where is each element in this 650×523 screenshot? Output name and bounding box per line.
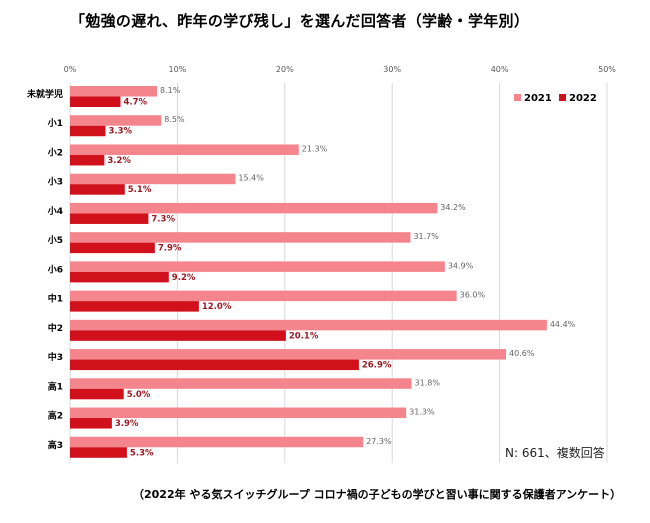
bar-2021 <box>70 173 236 185</box>
bar-2021 <box>70 115 162 126</box>
bar-2022 <box>70 154 105 166</box>
data-label-2022: 4.7% <box>123 98 147 108</box>
category-label: 高1 <box>48 380 63 392</box>
data-label-2021: 21.3% <box>302 144 328 153</box>
bar-2021 <box>70 144 299 155</box>
data-label-2021: 34.2% <box>440 203 466 212</box>
data-label-2022: 26.9% <box>362 361 392 371</box>
source-caption: （2022年 やる気スイッチグループ コロナ禍の子どもの学びと習い事に関する保護… <box>133 488 622 501</box>
bar-2021 <box>70 407 407 419</box>
bar-2022 <box>70 125 106 137</box>
data-label-2021: 8.1% <box>160 86 181 95</box>
bar-2022 <box>70 359 359 371</box>
category-label: 中3 <box>48 351 63 363</box>
x-tick-label: 20% <box>276 65 294 74</box>
data-label-2022: 3.3% <box>108 127 132 137</box>
bar-2021 <box>70 319 547 331</box>
data-label-2021: 44.4% <box>550 320 576 329</box>
x-tick-label: 30% <box>383 65 401 74</box>
bar-2022 <box>70 418 112 429</box>
bar-2022 <box>70 271 169 283</box>
category-label: 中2 <box>48 322 63 334</box>
x-tick-label: 40% <box>491 65 509 74</box>
data-label-2022: 12.0% <box>202 302 232 312</box>
x-tick-label: 50% <box>598 65 616 74</box>
category-label: 小5 <box>47 234 63 246</box>
data-label-2022: 7.9% <box>158 244 182 254</box>
bar-2022 <box>70 301 199 312</box>
data-label-2021: 31.8% <box>415 378 441 387</box>
category-label: 小6 <box>47 263 63 275</box>
bar-2021 <box>70 202 438 214</box>
bar-2022 <box>70 96 121 107</box>
x-tick-label: 10% <box>169 65 187 74</box>
data-label-2022: 5.3% <box>130 448 154 458</box>
bar-2022 <box>70 330 286 341</box>
data-label-2022: 3.2% <box>107 156 131 166</box>
data-label-2021: 31.7% <box>413 232 439 241</box>
bar-2021 <box>70 290 457 302</box>
category-label: 中1 <box>48 293 63 305</box>
data-label-2021: 31.3% <box>409 408 435 417</box>
data-label-2022: 9.2% <box>172 273 196 283</box>
bar-2021 <box>70 232 411 243</box>
sample-note: N: 661、複数回答 <box>505 446 605 460</box>
category-label: 小3 <box>47 176 63 188</box>
bar-2022 <box>70 447 127 458</box>
bar-2022 <box>70 242 155 254</box>
legend-swatch-2022 <box>559 94 566 101</box>
legend-label-2022: 2022 <box>569 93 597 104</box>
category-label: 小4 <box>47 205 63 217</box>
category-label: 小2 <box>47 146 63 158</box>
category-label: 未就学児 <box>26 88 63 100</box>
bar-2022 <box>70 184 125 195</box>
bar-2022 <box>70 388 124 400</box>
bar-2021 <box>70 436 364 448</box>
data-label-2022: 5.0% <box>127 390 151 400</box>
bar-2021 <box>70 349 507 360</box>
data-label-2022: 3.9% <box>115 419 139 429</box>
bar-2021 <box>70 378 412 389</box>
data-label-2022: 5.1% <box>128 185 152 195</box>
x-tick-label: 0% <box>64 65 77 74</box>
chart-title: 「勉強の遅れ、昨年の学び残し」を選んだ回答者（学齢・学年別） <box>70 12 530 30</box>
category-label: 高2 <box>48 410 63 422</box>
data-label-2021: 8.5% <box>164 115 185 124</box>
data-label-2022: 7.3% <box>151 214 175 224</box>
data-label-2021: 27.3% <box>366 437 392 446</box>
data-label-2021: 15.4% <box>238 174 264 183</box>
data-label-2021: 34.9% <box>448 261 474 270</box>
bar-2021 <box>70 86 157 97</box>
data-label-2021: 36.0% <box>460 291 486 300</box>
bar-2022 <box>70 213 149 224</box>
category-label: 高3 <box>48 439 63 451</box>
legend-label-2021: 2021 <box>524 93 552 104</box>
data-label-2022: 20.1% <box>289 331 319 341</box>
legend-swatch-2021 <box>514 94 521 101</box>
data-label-2021: 40.6% <box>509 349 535 358</box>
bar-2021 <box>70 261 445 272</box>
category-label: 小1 <box>47 117 63 129</box>
